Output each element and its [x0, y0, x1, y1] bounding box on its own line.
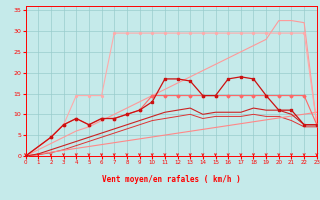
X-axis label: Vent moyen/en rafales ( km/h ): Vent moyen/en rafales ( km/h ) [102, 175, 241, 184]
